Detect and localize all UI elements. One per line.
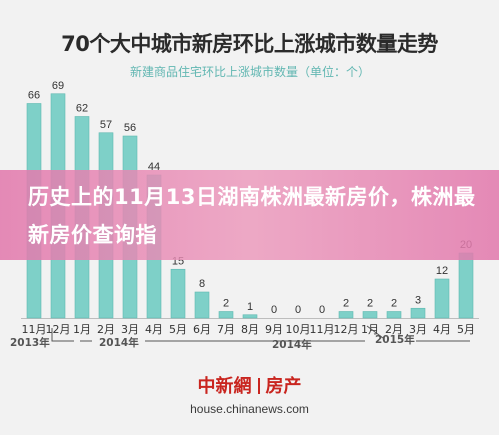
x-tick-label-3: 2月 (97, 323, 115, 336)
x-tick-label-12: 11月 (310, 323, 335, 336)
x-tick-label-13: 12月 (334, 323, 359, 336)
bar-8 (218, 311, 234, 319)
brand-domain: house.chinanews.com (190, 402, 309, 416)
logo-divider (257, 378, 260, 394)
x-tick-label-9: 8月 (241, 323, 259, 336)
data-label-8: 2 (223, 298, 229, 310)
x-tick-label-15: 2月 (385, 323, 403, 336)
data-label-3: 57 (100, 119, 112, 131)
x-tick-label-4: 3月 (121, 323, 139, 336)
x-tick-label-0: 11月 (22, 323, 47, 336)
bar-13 (338, 311, 354, 319)
x-tick-label-11: 10月 (286, 323, 311, 336)
x-tick-label-5: 4月 (145, 323, 163, 336)
data-label-11: 0 (295, 304, 301, 316)
chart-title: 70个大中城市新房环比上涨城市数量走势 (61, 32, 438, 56)
year-label-1: 2014年 (99, 336, 139, 349)
bar-6 (170, 268, 186, 319)
headline-text: 历史上的11月13日湖南株洲最新房价，株洲最新房价查询指 (28, 185, 476, 247)
x-tick-label-7: 6月 (193, 323, 211, 336)
bar-7 (194, 291, 210, 319)
bar-9 (242, 314, 258, 319)
x-tick-label-6: 5月 (169, 323, 187, 336)
bar-18 (458, 252, 474, 319)
data-label-17: 12 (436, 265, 448, 277)
x-tick-label-18: 5月 (457, 323, 475, 336)
x-tick-label-16: 3月 (409, 323, 427, 336)
bar-14 (362, 311, 378, 319)
x-tick-label-14: 1月 (361, 323, 379, 336)
brand-logo: 中新網 房产 (0, 372, 499, 398)
x-tick-label-8: 7月 (217, 323, 235, 336)
data-label-7: 8 (199, 278, 205, 290)
data-label-16: 3 (415, 294, 421, 306)
data-label-14: 2 (367, 298, 373, 310)
chart-subtitle: 新建商品住宅环比上涨城市数量（单位：个） (129, 65, 370, 79)
x-tick-label-1: 12月 (46, 323, 71, 336)
data-label-15: 2 (391, 298, 397, 310)
data-label-0: 66 (28, 90, 40, 102)
data-label-12: 0 (319, 304, 325, 316)
data-label-1: 69 (52, 80, 64, 92)
bar-15 (386, 311, 402, 319)
bar-17 (434, 278, 450, 319)
x-tick-label-2: 1月 (73, 323, 91, 336)
year-bracket-2013 (51, 328, 74, 342)
data-label-9: 1 (247, 301, 253, 313)
year-label-0: 2013年 (10, 336, 50, 349)
year-label-3: 2015年 (375, 333, 415, 346)
year-label-2: 2014年 (272, 338, 312, 351)
data-label-2: 62 (76, 103, 88, 115)
headline-banner (0, 170, 499, 260)
data-label-4: 56 (124, 122, 136, 134)
data-label-13: 2 (343, 298, 349, 310)
bar-16 (410, 307, 426, 319)
year-divider (366, 325, 384, 339)
data-label-10: 0 (271, 304, 277, 316)
x-tick-label-17: 4月 (433, 323, 451, 336)
x-tick-label-10: 9月 (265, 323, 283, 336)
brand-section: 房产 (265, 376, 302, 397)
brand-name: 中新網 (197, 376, 252, 397)
